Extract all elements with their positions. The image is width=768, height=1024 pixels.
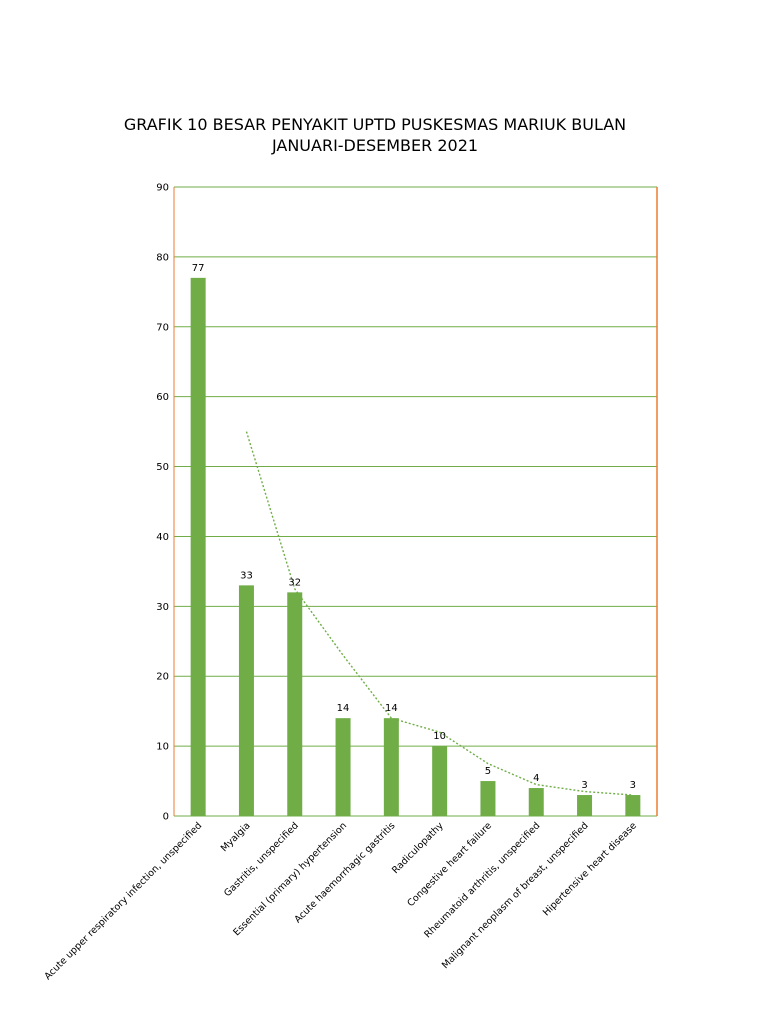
data-label: 10 xyxy=(433,731,446,742)
x-tick-label: Congestive heart failure xyxy=(405,820,494,909)
x-axis-labels: Acute upper respiratory infection, unspe… xyxy=(42,820,639,982)
trendline-path xyxy=(245,431,633,796)
chart-title-line-1: GRAFIK 10 BESAR PENYAKIT UPTD PUSKESMAS … xyxy=(123,115,627,134)
bar xyxy=(480,781,496,816)
y-tick-label: 10 xyxy=(156,742,169,753)
gridlines xyxy=(174,186,657,817)
data-label: 5 xyxy=(485,766,491,777)
y-tick-label: 0 xyxy=(163,812,169,823)
x-tick-label: Hipertensive heart disease xyxy=(541,820,639,918)
data-label: 3 xyxy=(630,780,636,791)
data-label: 4 xyxy=(533,773,539,784)
data-label: 14 xyxy=(337,703,350,714)
bar xyxy=(335,718,351,816)
data-label: 3 xyxy=(581,780,587,791)
data-label: 77 xyxy=(192,263,205,274)
chart-title-line-2: JANUARI-DESEMBER 2021 xyxy=(271,136,479,155)
bars xyxy=(190,277,641,816)
data-label: 32 xyxy=(288,577,301,588)
plot-frame xyxy=(173,187,658,816)
chart-title: GRAFIK 10 BESAR PENYAKIT UPTD PUSKESMAS … xyxy=(0,114,750,156)
x-tick-label: Acute haemorrhagic gastritis xyxy=(292,820,397,925)
data-label: 14 xyxy=(385,703,398,714)
bar xyxy=(528,788,544,816)
x-tick-label: Acute upper respiratory infection, unspe… xyxy=(42,820,204,982)
bar xyxy=(190,277,206,816)
x-tick-label: Myalgia xyxy=(219,820,253,854)
bar xyxy=(383,718,399,816)
y-tick-label: 50 xyxy=(156,462,169,473)
y-tick-label: 80 xyxy=(156,252,169,263)
bar xyxy=(287,592,303,816)
bar xyxy=(625,795,641,816)
y-axis-ticks: 0 10 20 30 40 50 60 70 80 90 xyxy=(156,183,169,823)
bar xyxy=(577,795,593,816)
y-tick-label: 30 xyxy=(156,602,169,613)
y-tick-label: 20 xyxy=(156,672,169,683)
bar xyxy=(432,746,448,816)
y-tick-label: 70 xyxy=(156,322,169,333)
bar xyxy=(238,585,254,816)
trendline xyxy=(245,431,633,796)
data-label: 33 xyxy=(240,570,253,581)
y-tick-label: 40 xyxy=(156,532,169,543)
y-tick-label: 90 xyxy=(156,183,169,194)
y-tick-label: 60 xyxy=(156,392,169,403)
